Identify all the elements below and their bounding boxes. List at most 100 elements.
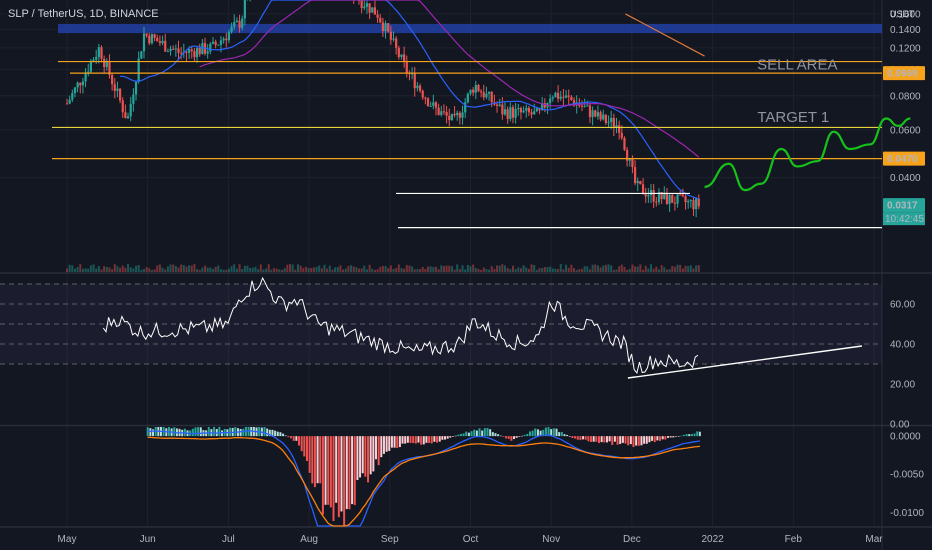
candle-body [633, 167, 637, 184]
time-axis-tick: Feb [785, 534, 803, 545]
candle-body [392, 38, 395, 40]
volume-bar [639, 264, 642, 272]
candle-body [84, 72, 87, 82]
macd-histogram-bar [595, 436, 598, 442]
candle-body [384, 23, 387, 32]
candle-body [400, 54, 403, 58]
macd-histogram-bar [651, 436, 654, 441]
volume-bar [196, 268, 199, 272]
volume-bar [278, 269, 281, 272]
candle-body [649, 190, 653, 196]
volume-bar [602, 265, 605, 272]
volume-bar [121, 265, 124, 272]
candle-body [424, 97, 427, 99]
price-label-box [883, 66, 925, 81]
candle-body [559, 96, 562, 99]
macd-histogram-bar [587, 436, 590, 442]
candle-body [668, 194, 671, 204]
macd-histogram-bar [266, 428, 269, 437]
sell-area-label: SELL AREA [757, 56, 837, 73]
volume-bar [458, 269, 461, 272]
price-label-text: 0.0969 [887, 69, 918, 80]
candle-body [525, 107, 528, 111]
candle-body [81, 81, 85, 86]
price-axis-tick: 0.0400 [890, 173, 921, 184]
volume-bar [169, 264, 172, 272]
macd-histogram-bar [364, 436, 367, 477]
macd-histogram-bar [592, 436, 595, 442]
volume-bar [296, 264, 299, 272]
candle-body [440, 111, 443, 115]
volume-bar [344, 268, 347, 272]
volume-bar [448, 265, 451, 272]
time-axis-tick: Sep [381, 534, 399, 545]
candle-body [413, 73, 416, 89]
volume-bar [687, 266, 690, 272]
volume-bar [132, 268, 135, 272]
macd-axis-tick: 0.0000 [890, 432, 921, 443]
macd-histogram-bar [682, 434, 685, 437]
volume-bar [323, 264, 326, 272]
volume-bar [227, 268, 230, 272]
volume-bar [673, 266, 676, 272]
candle-body [169, 48, 172, 52]
price-trendline [625, 13, 705, 57]
macd-histogram-bar [152, 429, 155, 437]
volume-bar [225, 269, 228, 272]
macd-histogram-bar [544, 427, 547, 437]
candle-body [697, 198, 700, 207]
volume-bar [334, 267, 337, 272]
volume-bar [615, 269, 618, 272]
macd-histogram-bar [621, 436, 624, 443]
candle-body [665, 192, 669, 204]
macd-histogram-bar [359, 436, 362, 478]
macd-axis-tick: -0.0050 [890, 470, 924, 481]
volume-bar [450, 266, 453, 272]
macd-histogram-bar [637, 436, 640, 446]
candle-body [687, 201, 690, 203]
candle-body [166, 51, 169, 53]
volume-bar [427, 266, 430, 272]
macd-histogram-bar [271, 429, 274, 437]
macd-histogram-bar [568, 436, 571, 437]
macd-histogram-bar [550, 429, 553, 437]
volume-bar [599, 267, 602, 272]
macd-histogram-bar [449, 436, 452, 438]
candle-body [103, 58, 106, 68]
candle-body [535, 108, 538, 112]
macd-histogram-bar [661, 436, 664, 440]
macd-histogram-bar [523, 434, 526, 437]
macd-histogram-bar [696, 431, 699, 437]
candle-body [458, 112, 461, 118]
candle-body [583, 106, 586, 108]
rsi-axis-tick: 0.00 [890, 420, 910, 431]
volume-bar [307, 267, 310, 272]
macd-histogram-bar [290, 436, 293, 439]
macd-histogram-bar [207, 427, 210, 437]
candle-body [65, 103, 69, 105]
candle-body [211, 41, 215, 44]
candle-body [679, 194, 682, 196]
macd-histogram-bar [343, 436, 346, 526]
candle-body [148, 35, 151, 44]
macd-histogram-bar [406, 436, 409, 443]
volume-bar [185, 266, 188, 272]
time-axis-tick: Jul [222, 534, 235, 545]
volume-bar [514, 269, 517, 272]
macd-histogram-bar [335, 436, 338, 503]
volume-bar [76, 267, 79, 272]
volume-bar [671, 265, 674, 272]
volume-bar [209, 267, 212, 272]
volume-bar [214, 266, 217, 272]
volume-bar [498, 265, 501, 272]
macd-histogram-bar [690, 434, 693, 437]
macd-histogram-bar [337, 436, 340, 518]
macd-histogram-bar [451, 436, 454, 437]
macd-histogram-bar [566, 434, 569, 437]
volume-bar [288, 264, 291, 272]
candle-body [641, 184, 645, 195]
candle-body [201, 43, 204, 55]
symbol-title[interactable]: SLP / TetherUS, 1D, BINANCE [6, 8, 161, 20]
volume-bar [81, 268, 84, 272]
